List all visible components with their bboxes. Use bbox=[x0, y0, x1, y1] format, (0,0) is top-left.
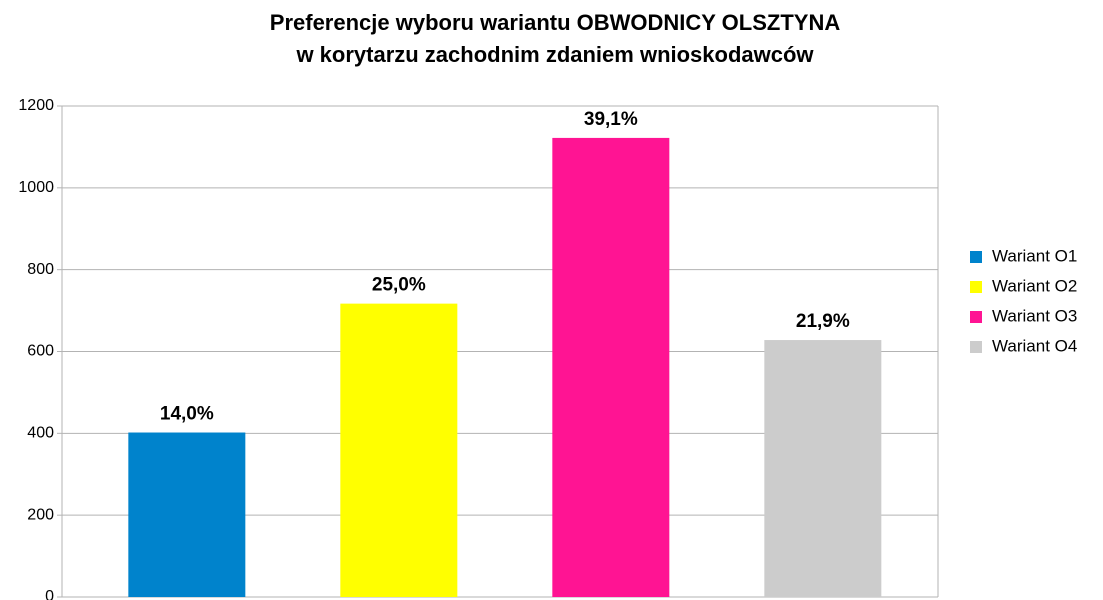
y-tick-label: 0 bbox=[45, 588, 54, 600]
legend-swatch bbox=[970, 311, 982, 323]
chart-title: Preferencje wyboru wariantu OBWODNICY OL… bbox=[270, 10, 841, 35]
legend-label: Wariant O2 bbox=[992, 276, 1077, 295]
y-tick-label: 1000 bbox=[18, 179, 54, 196]
value-label: 21,9% bbox=[796, 311, 850, 332]
bar bbox=[764, 340, 882, 597]
value-label: 25,0% bbox=[372, 275, 426, 296]
y-tick-label: 400 bbox=[27, 425, 54, 442]
y-tick-label: 200 bbox=[27, 506, 54, 523]
bar bbox=[552, 137, 670, 598]
bar bbox=[128, 432, 246, 597]
legend-label: Wariant O1 bbox=[992, 246, 1077, 265]
legend-swatch bbox=[970, 251, 982, 263]
y-tick-label: 1200 bbox=[18, 97, 54, 114]
value-label: 14,0% bbox=[160, 404, 214, 425]
y-tick-label: 800 bbox=[27, 261, 54, 278]
bar bbox=[340, 303, 458, 597]
chart-title: w korytarzu zachodnim zdaniem wnioskodaw… bbox=[295, 42, 814, 67]
legend-swatch bbox=[970, 341, 982, 353]
legend-label: Wariant O4 bbox=[992, 336, 1077, 355]
y-tick-label: 600 bbox=[27, 343, 54, 360]
legend-swatch bbox=[970, 281, 982, 293]
legend-label: Wariant O3 bbox=[992, 306, 1077, 325]
value-label: 39,1% bbox=[584, 109, 638, 130]
